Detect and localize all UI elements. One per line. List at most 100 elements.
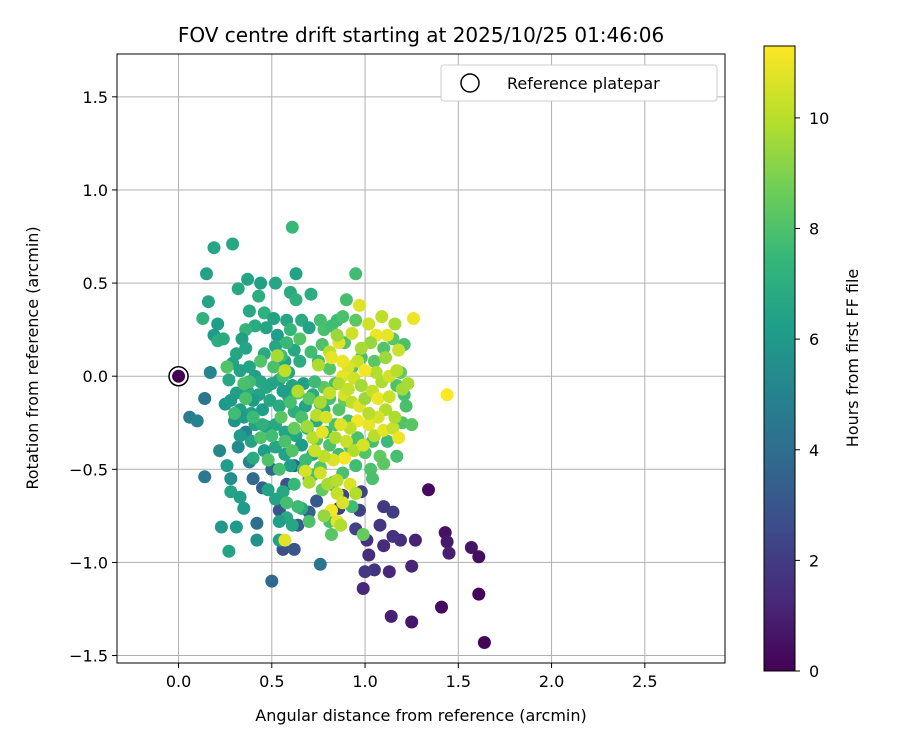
data-point (256, 418, 269, 432)
data-point (287, 542, 301, 556)
chart-title: FOV centre drift starting at 2025/10/25 … (178, 23, 664, 47)
data-point (330, 328, 344, 342)
data-point (375, 310, 389, 324)
data-point (222, 544, 236, 558)
data-point (313, 557, 327, 571)
colorbar: 0 2 4 6 8 10 Hours from first FF file (763, 45, 862, 681)
data-point (345, 326, 359, 340)
data-point (304, 287, 318, 301)
x-tick-label: 0.5 (259, 672, 284, 691)
data-point (371, 392, 385, 405)
data-point (377, 457, 391, 471)
data-point (362, 418, 376, 432)
data-point (392, 343, 406, 357)
data-point (384, 609, 398, 623)
data-point (392, 431, 406, 445)
data-point (256, 403, 269, 417)
data-point (405, 418, 419, 432)
data-point (263, 393, 277, 407)
data-point (313, 395, 327, 409)
data-point (336, 310, 350, 324)
data-point (362, 406, 376, 420)
data-point (399, 399, 413, 413)
data-point (367, 354, 381, 368)
data-point (422, 483, 435, 497)
data-point (242, 304, 256, 318)
colorbar-tick-label: 8 (809, 220, 819, 239)
data-point (388, 317, 402, 331)
reference-marker (168, 365, 189, 387)
data-point (358, 364, 372, 378)
data-point (472, 587, 486, 601)
data-point (308, 444, 322, 458)
data-point (278, 364, 292, 378)
data-point (330, 474, 344, 487)
data-point (298, 453, 312, 467)
data-point (477, 636, 491, 649)
data-point (440, 388, 454, 402)
data-point (287, 421, 301, 435)
data-point (233, 429, 247, 443)
colorbar-ticks: 0 2 4 6 8 10 (795, 109, 829, 681)
data-point (308, 375, 322, 389)
data-point (377, 500, 391, 514)
data-point (302, 321, 316, 335)
data-point (237, 377, 251, 391)
data-points (183, 220, 491, 649)
data-point (274, 410, 288, 424)
data-point (254, 354, 268, 368)
data-point (325, 351, 338, 365)
data-point (306, 431, 320, 445)
data-point (298, 464, 312, 478)
legend-box (440, 64, 718, 102)
data-point (265, 377, 279, 391)
data-point (200, 267, 213, 281)
data-point (280, 336, 294, 350)
data-point (276, 384, 290, 398)
data-point (237, 501, 251, 515)
data-point (250, 516, 264, 530)
data-point (323, 386, 337, 400)
data-point (270, 349, 284, 363)
data-point (407, 312, 420, 325)
data-point (278, 434, 292, 448)
x-tick-label: 0.0 (166, 672, 191, 691)
data-point (239, 392, 253, 405)
data-point (285, 518, 299, 532)
data-point (270, 328, 284, 342)
data-point (220, 360, 234, 374)
y-tick-label: −1.5 (69, 647, 108, 666)
colorbar-tick-label: 4 (809, 441, 819, 460)
data-point (328, 431, 342, 445)
data-point (362, 317, 376, 331)
data-point (373, 518, 387, 532)
data-point (285, 444, 299, 458)
data-point (222, 373, 236, 387)
plot-frame (116, 53, 726, 664)
data-point (214, 520, 228, 534)
data-point (442, 546, 456, 560)
data-point (336, 354, 350, 368)
data-point (354, 379, 368, 392)
data-point (289, 293, 303, 307)
data-point (356, 438, 370, 452)
data-point (302, 392, 316, 405)
x-tick-label: 2.0 (539, 672, 564, 691)
data-point (220, 459, 234, 473)
data-point (311, 358, 325, 372)
x-axis-ticks: 0.0 0.5 1.0 1.5 2.0 2.5 (166, 663, 658, 691)
data-point (285, 220, 299, 234)
data-point (224, 393, 238, 407)
data-point (231, 282, 245, 296)
data-point (265, 429, 279, 443)
legend-reference-marker-icon (460, 73, 480, 93)
data-point (272, 462, 286, 476)
data-point (272, 399, 286, 413)
data-point (283, 323, 297, 337)
x-tick-label: 2.5 (632, 672, 657, 691)
y-tick-label: 1.5 (83, 88, 108, 107)
y-tick-label: 0.0 (83, 367, 108, 386)
data-point (224, 472, 238, 486)
